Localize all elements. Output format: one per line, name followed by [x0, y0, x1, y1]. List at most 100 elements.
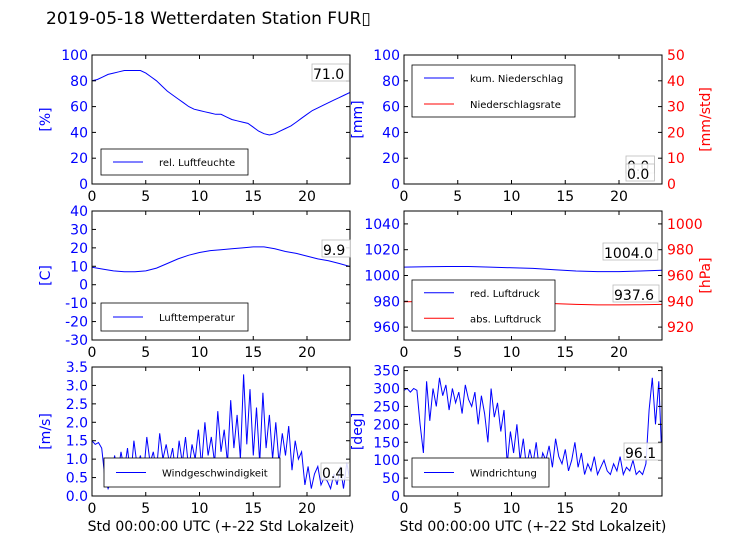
- windspeed-ytick-label-5: 2.5: [66, 397, 88, 413]
- precip-ytick-right-label-5: 50: [667, 48, 685, 64]
- pressure-legend: red. Luftdruck abs. Luftdruck: [411, 279, 556, 332]
- humidity-series-line-0: [92, 70, 350, 136]
- temperature-annotation-text-0: 9.9: [323, 243, 345, 259]
- humidity-ylabel: [%]: [38, 107, 54, 131]
- windspeed-annotation-0: 0.4: [320, 462, 350, 482]
- humidity-ytick-label-5: 100: [61, 48, 88, 64]
- precip-xtick-label-1: 5: [453, 189, 462, 205]
- winddir-annotation-text-0: 96.1: [625, 446, 656, 462]
- temperature-xtick-label-1: 5: [141, 345, 150, 361]
- winddir-xtick-label-1: 5: [453, 501, 462, 517]
- humidity-xtick-label-0: 0: [88, 189, 97, 205]
- humidity-annotation-text-0: 71.0: [313, 67, 344, 83]
- temperature-legend: Lufttemperatur: [100, 302, 249, 332]
- pressure-series-line-0: [404, 266, 662, 273]
- pressure-ytick-right-label-1: 940: [667, 294, 694, 310]
- precip-xtick-label-0: 0: [400, 189, 409, 205]
- windspeed-ytick-label-1: 0.5: [66, 471, 88, 487]
- pressure-annotation-text-1: 937.6: [614, 288, 654, 304]
- windspeed-ytick-label-4: 2.0: [66, 415, 88, 431]
- precip-xtick-label-4: 20: [610, 189, 628, 205]
- temperature-plot-frame: [91, 210, 351, 341]
- winddir-annotation-0: 96.1: [623, 442, 662, 462]
- pressure-panel: 0 5 10 15 20 960 980 1000 1020 1040 920 940 960 980 10…: [364, 210, 714, 361]
- winddir-xlabel: Std 00:00:00 UTC (+-22 Std Lokalzeit): [400, 519, 667, 535]
- winddir-ytick-label-1: 50: [382, 471, 400, 487]
- winddir-ytick-label-5: 250: [373, 399, 400, 415]
- temperature-xtick-label-0: 0: [88, 345, 97, 361]
- precip-legend-label-1: Niederschlagsrate: [470, 100, 561, 111]
- winddir-xtick-label-0: 0: [400, 501, 409, 517]
- temperature-ytick-label-5: 20: [70, 241, 88, 257]
- winddir-ytick-label-0: 0: [391, 489, 400, 505]
- winddir-xtick-label-2: 10: [503, 501, 521, 517]
- pressure-xtick-label-1: 5: [453, 345, 462, 361]
- windspeed-ytick-label-2: 1.0: [66, 452, 88, 468]
- windspeed-legend-label-0: Windgeschwindigkeit: [162, 469, 268, 480]
- pressure-annotation-0: 1004.0: [602, 242, 659, 262]
- winddir-xtick-label-4: 20: [610, 501, 628, 517]
- winddir-ytick-label-4: 200: [373, 417, 400, 433]
- pressure-ytick-right-label-4: 1000: [667, 217, 703, 233]
- precip-ytick-label-2: 40: [382, 125, 400, 141]
- windspeed-panel: 0 5 10 15 20 0.0 0.5 1.0 1.5 2.0 2.5 3.0 3.5 [m/s] Std…: [38, 360, 354, 535]
- winddir-ylabel: [deg]: [350, 413, 366, 450]
- temperature-ytick-label-3: 0: [79, 278, 88, 294]
- windspeed-xtick-label-4: 20: [298, 501, 316, 517]
- temperature-xtick-label-2: 10: [191, 345, 209, 361]
- precip-legend-box: [411, 64, 576, 118]
- windspeed-legend: Windgeschwindigkeit: [103, 457, 281, 488]
- temperature-ytick-label-7: 40: [70, 204, 88, 220]
- temperature-xtick-label-4: 20: [298, 345, 316, 361]
- humidity-panel: 0 5 10 15 20 0 20 40 60 80 100 [%] rel. Luftfeuchte 7…: [38, 48, 351, 205]
- humidity-ytick-label-2: 40: [70, 125, 88, 141]
- humidity-ytick-label-3: 60: [70, 100, 88, 116]
- humidity-xtick-label-3: 15: [244, 189, 262, 205]
- pressure-ytick-label-3: 1020: [364, 243, 400, 259]
- temperature-series-line-0: [92, 246, 350, 273]
- precip-plot-frame: [403, 54, 663, 185]
- humidity-ytick-label-1: 20: [70, 151, 88, 167]
- windspeed-xtick-label-0: 0: [88, 501, 97, 517]
- pressure-ytick-right-label-0: 920: [667, 320, 694, 336]
- humidity-ytick-label-4: 80: [70, 74, 88, 90]
- humidity-plot-frame: [91, 54, 351, 185]
- humidity-legend-label-0: rel. Luftfeuchte: [159, 158, 235, 169]
- pressure-ytick-right-label-2: 960: [667, 269, 694, 285]
- temperature-ytick-label-1: -20: [65, 315, 88, 331]
- windspeed-annotation-text-0: 0.4: [322, 466, 344, 482]
- precip-ytick-right-label-1: 10: [667, 151, 685, 167]
- winddir-ytick-label-6: 300: [373, 382, 400, 398]
- humidity-annotation-0: 71.0: [311, 63, 350, 83]
- temperature-ytick-label-6: 30: [70, 222, 88, 238]
- pressure-legend-label-0: red. Luftdruck: [470, 289, 540, 300]
- windspeed-ytick-label-0: 0.0: [66, 489, 88, 505]
- winddir-xtick-label-3: 15: [556, 501, 574, 517]
- pressure-ytick-right-label-3: 980: [667, 243, 694, 259]
- precip-ylabel: [mm]: [350, 100, 366, 138]
- precip-xtick-label-2: 10: [503, 189, 521, 205]
- temperature-ytick-label-4: 10: [70, 259, 88, 275]
- humidity-legend: rel. Luftfeuchte: [100, 148, 249, 176]
- winddir-legend-label-0: Windrichtung: [470, 469, 537, 480]
- pressure-xtick-label-3: 15: [556, 345, 574, 361]
- humidity-xtick-label-4: 20: [298, 189, 316, 205]
- winddir-ytick-label-3: 150: [373, 435, 400, 451]
- temperature-ytick-label-0: -30: [65, 333, 88, 349]
- windspeed-plot-frame: [91, 366, 351, 497]
- page-title: 2019-05-18 Wetterdaten Station FUR▯: [46, 9, 371, 29]
- windspeed-xtick-label-1: 5: [141, 501, 150, 517]
- windspeed-ylabel: [m/s]: [38, 413, 54, 450]
- pressure-legend-box: [411, 279, 556, 332]
- precip-panel: 0 5 10 15 20 0 20 40 60 80 100 0 10 20 30 40 50 [mm] [mm/s…: [350, 48, 714, 205]
- winddir-ytick-label-2: 100: [373, 453, 400, 469]
- windspeed-xtick-label-3: 15: [244, 501, 262, 517]
- windspeed-series-line-0: [92, 374, 350, 491]
- windspeed-ytick-label-6: 3.0: [66, 378, 88, 394]
- precip-ytick-label-4: 80: [382, 74, 400, 90]
- precip-ylabel-right: [mm/std]: [698, 87, 714, 152]
- winddir-legend: Windrichtung: [411, 457, 550, 488]
- pressure-ytick-label-4: 1040: [364, 217, 400, 233]
- pressure-xtick-label-4: 20: [610, 345, 628, 361]
